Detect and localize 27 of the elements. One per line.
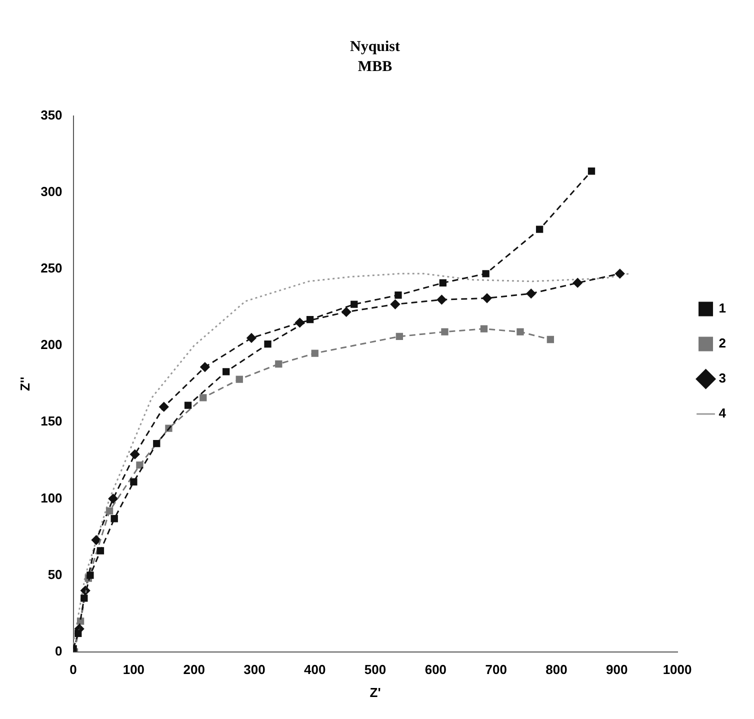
x-tick-label: 900 [606,662,628,678]
chart-subtitle: MBB [358,58,392,75]
legend-label: 4 [718,406,727,421]
x-tick-label: 400 [304,662,326,678]
x-tick-label: 0 [70,662,77,678]
y-tick-label: 100 [40,490,62,506]
y-tick-label: 150 [40,414,62,429]
x-tick-label: 1000 [662,662,692,678]
y-tick-label: 250 [40,260,62,276]
x-tick-label: 600 [424,662,447,678]
x-axis-title: Z' [370,684,381,700]
y-tick-label: 200 [40,337,62,352]
x-tick-label: 100 [122,662,145,678]
x-tick-label: 300 [244,662,266,678]
legend-label: 2 [718,336,726,351]
legend-label: 3 [718,370,726,386]
x-tick-label: 200 [183,662,205,678]
y-tick-label: 300 [40,184,62,200]
x-tick-label: 800 [546,662,568,678]
y-tick-label: 350 [40,108,62,123]
x-tick-label: 500 [364,662,386,678]
y-axis-title: Z'' [17,376,32,391]
y-tick-label: 0 [55,643,62,658]
x-tick-label: 700 [485,662,507,678]
legend-label: 1 [718,300,726,316]
chart-title: Nyquist [350,38,400,55]
y-tick-label: 50 [48,566,62,582]
